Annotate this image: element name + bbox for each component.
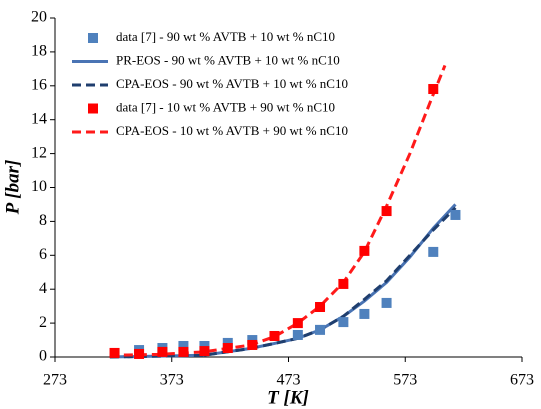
data-point	[269, 330, 280, 341]
data-point	[222, 343, 233, 354]
data-point	[381, 297, 392, 308]
data-point	[359, 308, 370, 319]
y-tick-label: 6	[39, 246, 47, 263]
x-tick-label: 473	[277, 372, 301, 389]
x-tick-label: 273	[43, 372, 67, 389]
y-tick-label: 16	[31, 76, 47, 93]
x-tick-label: 373	[160, 372, 184, 389]
legend-label: CPA-EOS - 90 wt % AVTB + 10 wt % nC10	[116, 76, 348, 91]
y-tick-label: 4	[39, 280, 47, 297]
data-point	[450, 209, 461, 220]
data-point	[178, 340, 189, 351]
y-tick-label: 18	[31, 43, 47, 60]
y-tick-label: 2	[39, 314, 47, 331]
data-point	[247, 339, 258, 350]
data-point	[359, 245, 370, 256]
data-point	[292, 318, 303, 329]
x-tick-label: 573	[393, 372, 417, 389]
legend-marker	[88, 103, 98, 114]
data-point	[292, 329, 303, 340]
data-point	[109, 347, 120, 358]
series-line	[109, 206, 457, 359]
data-point	[157, 346, 168, 357]
y-tick-label: 8	[39, 212, 47, 229]
legend-label: data [7] - 90 wt % AVTB + 10 wt % nC10	[116, 29, 335, 44]
legend-label: CPA-EOS - 10 wt % AVTB + 90 wt % nC10	[116, 123, 348, 138]
data-point	[134, 348, 145, 359]
x-axis-label: T [K]	[267, 387, 309, 408]
data-point	[428, 84, 439, 95]
y-tick-label: 10	[31, 178, 47, 195]
data-point	[315, 301, 326, 312]
data-point	[199, 340, 210, 351]
y-tick-label: 12	[31, 144, 47, 161]
data-point	[338, 317, 349, 328]
legend-label: PR-EOS - 90 wt % AVTB + 10 wt % nC10	[116, 52, 340, 67]
data-point	[178, 346, 189, 357]
data-point	[315, 324, 326, 335]
legend-marker	[88, 33, 98, 43]
x-tick-label: 673	[510, 372, 534, 389]
y-tick-label: 0	[39, 348, 47, 365]
data-point	[338, 278, 349, 289]
legend-label: data [7] - 10 wt % AVTB + 90 wt % nC10	[116, 99, 335, 114]
y-tick-label: 20	[31, 9, 47, 26]
series-line	[109, 64, 447, 357]
data-point	[222, 337, 233, 348]
data-point	[381, 206, 392, 217]
y-axis-label: P [bar]	[2, 160, 23, 216]
data-point	[428, 246, 439, 257]
data-point	[199, 346, 210, 357]
y-tick-label: 14	[31, 110, 47, 127]
series-line	[109, 203, 457, 359]
